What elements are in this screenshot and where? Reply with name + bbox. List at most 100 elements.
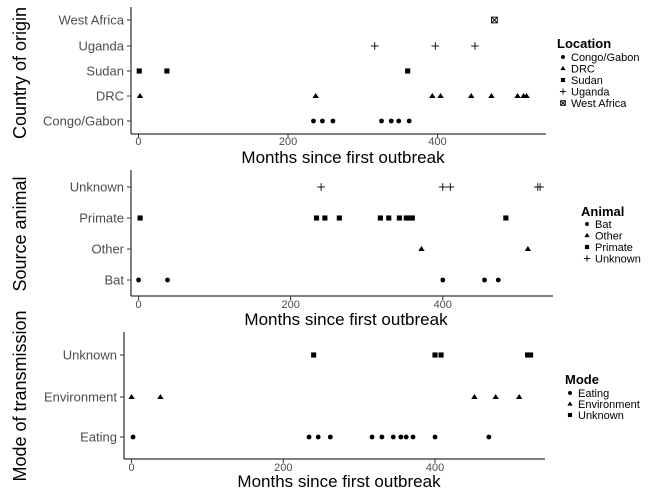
legend-title-animal: Animal [581,204,624,219]
legend-key-uganda [559,88,567,95]
point-drc-5 [488,92,495,99]
point-environment-2 [471,393,478,400]
point-unknown-0 [317,183,325,191]
point-primate-2 [322,215,328,221]
plot-area-country: Congo/Gabon DRC Sudan Uganda West Africa 0 200… [43,7,546,148]
point-eating-6 [390,434,396,440]
point-bat-0 [136,277,142,283]
point-eating-11 [486,434,492,440]
legend-key-other [584,232,590,238]
point-congo-gabon-2 [330,118,336,124]
point-primate-6 [396,215,402,221]
point-drc-2 [429,92,436,99]
point-unknown-2 [446,183,455,191]
point-primate-5 [386,215,392,221]
y-tick-label-sudan: Sudan [86,64,124,79]
point-uganda-0 [370,42,379,50]
x-tick-label-0: 0 [136,299,142,311]
point-eating-9 [410,434,416,440]
point-eating-10 [432,434,438,440]
legend-key-drc [560,65,566,71]
y-tick-label-west-africa: West Africa [58,13,124,28]
legend-key-unknown [583,255,591,262]
point-primate-0 [137,215,143,221]
point-sudan-1 [164,68,170,74]
x-tick-label-0: 0 [129,462,135,474]
point-eating-8 [403,434,409,440]
legend-label-congo-gabon: Congo/Gabon [571,52,640,64]
legend-label-primate: Primate [595,242,633,254]
legend-title-mode: Mode [565,372,599,387]
point-west-africa-0 [491,16,498,24]
legend-title-location: Location [557,36,611,51]
y-axis-title-country: Country of origin [10,7,30,139]
plot-area-mode: Eating Environment Unknown 0 200 400 [44,332,545,474]
point-eating-1 [306,434,312,440]
x-axis-title-mode: Months since first outbreak [237,472,441,491]
point-eating-2 [315,434,321,440]
point-unknown-4 [528,352,534,358]
point-bat-3 [482,277,487,283]
point-bat-4 [495,277,501,283]
point-uganda-1 [431,42,440,50]
point-congo-gabon-4 [388,118,394,124]
legend-key-environment [567,401,573,406]
point-primate-4 [377,215,383,221]
y-tick-label-drc: DRC [96,89,124,104]
point-unknown-1 [432,352,438,358]
legend-label-bat: Bat [595,219,612,231]
point-environment-4 [516,393,523,400]
x-tick-label-200: 200 [281,299,299,311]
legend-label-drc: DRC [571,64,595,76]
x-tick-label-200: 200 [279,136,297,148]
y-tick-label-unknown: Unknown [63,348,117,363]
point-congo-gabon-6 [406,118,412,124]
point-eating-7 [398,434,404,440]
x-axis-title-country: Months since first outbreak [241,148,445,167]
x-axis-title-animal: Months since first outbreak [244,310,448,329]
point-uganda-2 [471,42,479,50]
x-tick-label-200: 200 [274,462,292,474]
point-eating-4 [369,434,375,440]
point-environment-3 [492,393,499,400]
x-tick-label-400: 400 [434,299,452,311]
point-bat-1 [165,277,170,283]
legend-label-unknown: Unknown [595,254,641,266]
y-tick-label-uganda: Uganda [78,39,124,54]
legend-key-sudan [560,77,566,83]
y-tick-label-eating: Eating [80,430,117,445]
point-unknown-0 [311,352,317,358]
point-other-1 [524,245,532,252]
point-drc-0 [136,92,144,99]
point-primate-9 [409,215,415,221]
point-environment-0 [128,393,135,400]
point-bat-2 [440,277,446,283]
point-eating-0 [130,434,136,440]
point-eating-5 [379,434,385,440]
point-unknown-1 [438,183,447,191]
point-congo-gabon-3 [379,118,384,124]
y-tick-label-other: Other [91,242,124,257]
point-unknown-3 [524,352,531,358]
y-tick-label-congo-gabon: Congo/Gabon [43,114,124,129]
point-other-0 [418,245,425,252]
point-drc-3 [437,92,444,99]
point-drc-4 [468,92,475,99]
legend-key-primate [584,244,590,250]
point-eating-3 [327,434,333,440]
legend-label-uganda: Uganda [571,87,610,99]
legend-key-congo-gabon [561,55,565,59]
point-unknown-4 [536,183,544,191]
point-primate-3 [336,215,342,221]
legend-label-other: Other [595,231,623,243]
legend-key-west-africa [560,100,566,106]
point-primate-10 [503,215,509,221]
legend-label-west-africa: West Africa [571,98,627,110]
y-tick-label-bat: Bat [104,273,124,288]
point-primate-1 [313,215,320,221]
